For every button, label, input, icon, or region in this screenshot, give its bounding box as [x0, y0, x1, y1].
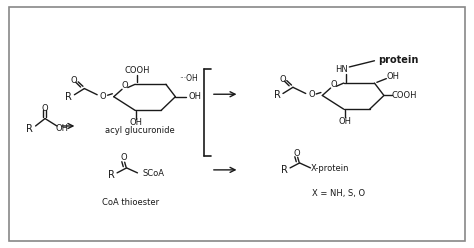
Text: OH: OH: [55, 124, 69, 133]
Text: O: O: [294, 149, 301, 157]
Text: R: R: [274, 91, 281, 100]
Text: COOH: COOH: [125, 66, 150, 75]
Text: SCoA: SCoA: [143, 169, 164, 178]
Text: acyl glucuronide: acyl glucuronide: [105, 126, 175, 135]
Text: O: O: [71, 76, 77, 85]
Text: O: O: [279, 75, 286, 84]
Text: X-protein: X-protein: [310, 164, 349, 173]
Text: COOH: COOH: [391, 91, 417, 100]
Text: HN: HN: [335, 65, 347, 74]
Text: ···OH: ···OH: [179, 74, 198, 83]
Text: X = NH, S, O: X = NH, S, O: [312, 189, 365, 198]
Text: OH: OH: [129, 118, 143, 127]
Text: O: O: [122, 81, 128, 90]
Text: R: R: [65, 92, 72, 102]
Text: R: R: [27, 124, 33, 134]
Text: protein: protein: [378, 55, 419, 64]
Text: OH: OH: [387, 72, 400, 81]
Text: O: O: [100, 92, 106, 101]
Text: O: O: [330, 80, 337, 89]
Text: O: O: [42, 104, 48, 113]
Text: O: O: [308, 91, 315, 99]
Text: OH: OH: [338, 117, 351, 125]
Text: R: R: [281, 165, 288, 175]
Text: CoA thioester: CoA thioester: [102, 198, 159, 207]
Text: R: R: [108, 170, 115, 180]
Text: OH: OH: [189, 92, 202, 101]
Text: O: O: [121, 154, 128, 162]
FancyBboxPatch shape: [9, 7, 465, 241]
